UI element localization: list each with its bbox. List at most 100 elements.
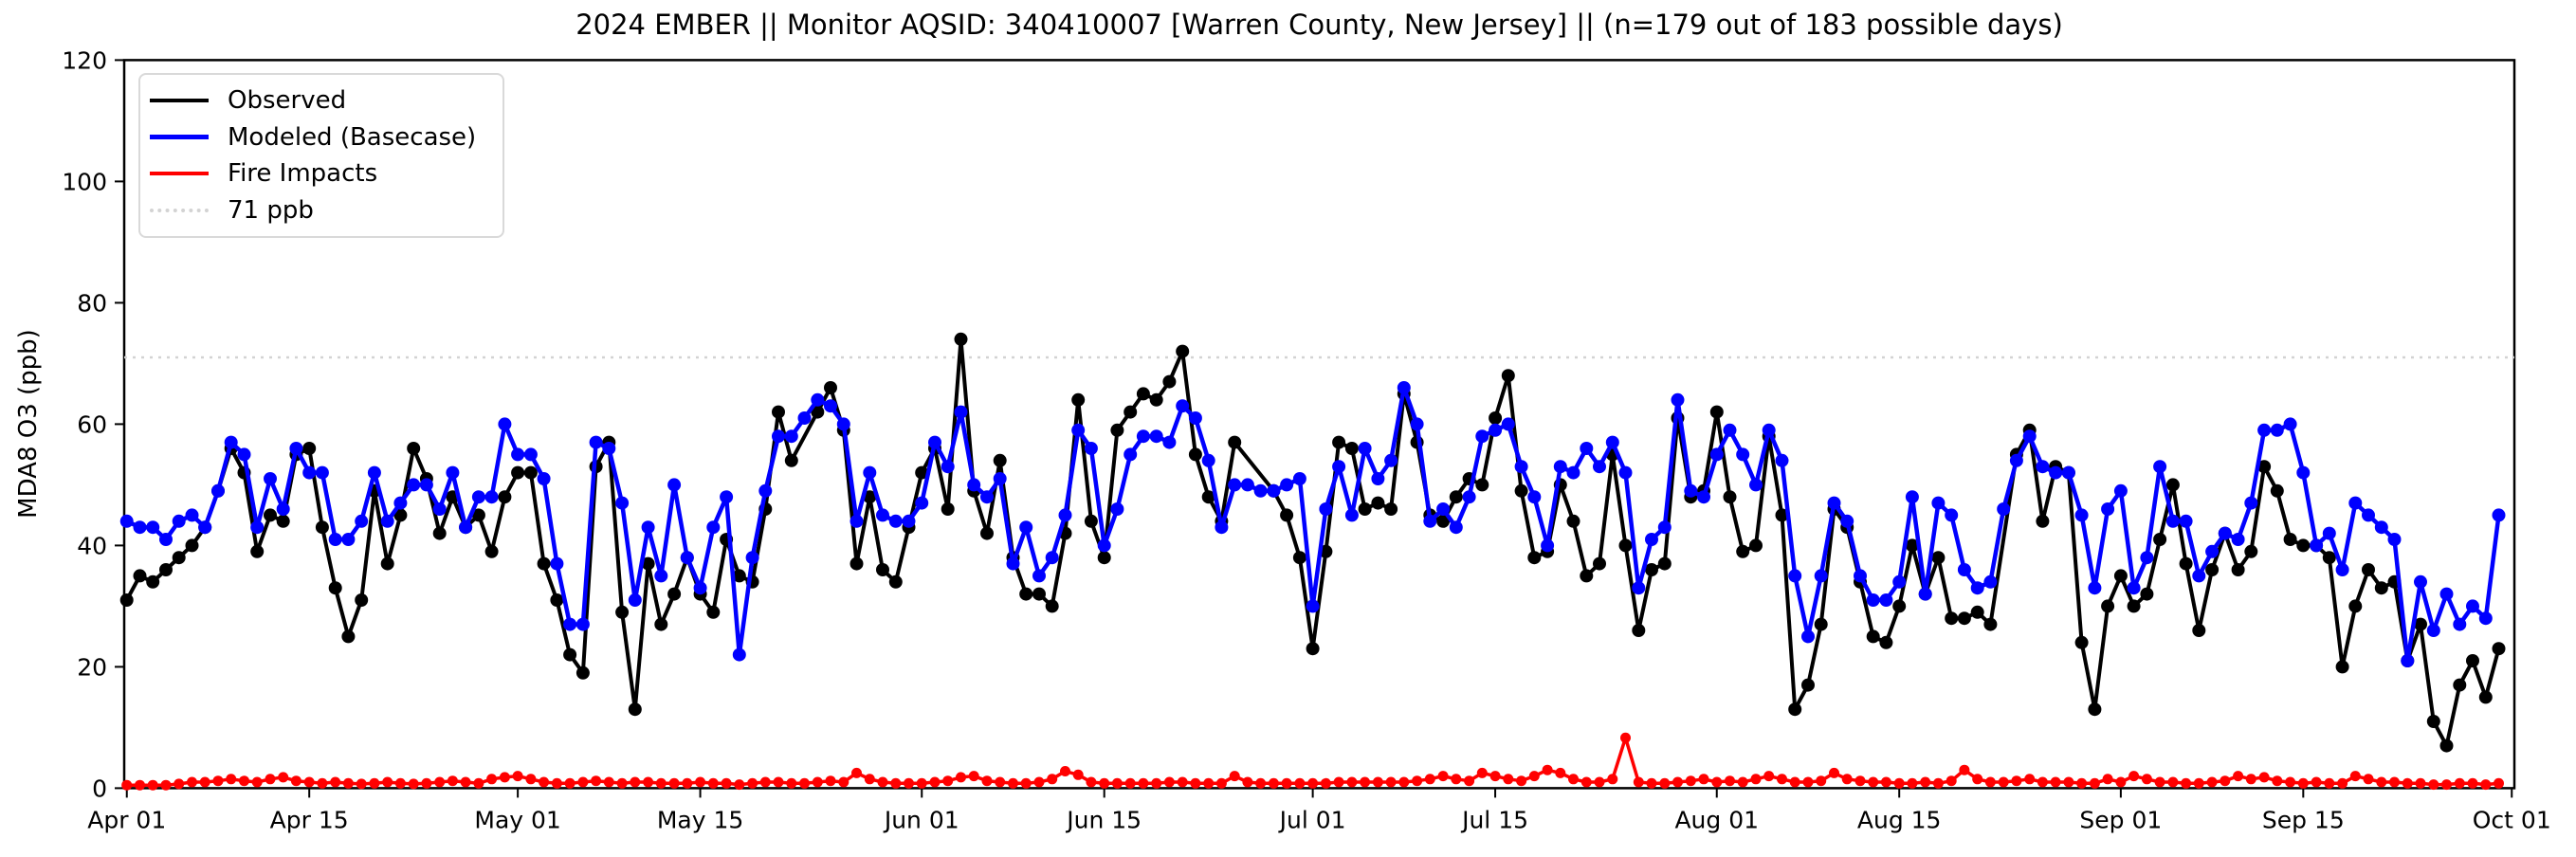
data-point-modeled-basecase [602, 442, 616, 455]
data-point-fire-impacts [1789, 776, 1800, 788]
data-point-fire-impacts [1294, 777, 1306, 789]
data-point-observed [250, 544, 265, 558]
data-point-fire-impacts [212, 775, 224, 787]
data-point-modeled-basecase [1593, 460, 1606, 474]
series-markers-modeled-basecase [119, 381, 2506, 667]
x-tick-label: Jul 01 [1278, 806, 1346, 833]
data-point-fire-impacts [278, 772, 289, 783]
data-point-fire-impacts [1242, 776, 1253, 788]
data-point-modeled-basecase [1840, 514, 1854, 528]
data-point-observed [133, 569, 147, 583]
data-point-modeled-basecase [1489, 423, 1503, 437]
data-point-modeled-basecase [1097, 538, 1111, 553]
data-point-observed [2439, 738, 2454, 753]
data-point-observed [2088, 702, 2102, 717]
data-point-observed [1514, 483, 1528, 498]
data-point-observed [1618, 538, 1633, 553]
data-point-fire-impacts [1620, 732, 1631, 743]
data-point-observed [2192, 624, 2206, 637]
data-point-modeled-basecase [1253, 483, 1268, 498]
legend-item-observed: Observed [150, 86, 502, 115]
data-point-fire-impacts [290, 775, 301, 787]
data-point-modeled-basecase [2009, 453, 2023, 467]
data-point-fire-impacts [265, 774, 276, 785]
data-point-modeled-basecase [1006, 556, 1020, 571]
data-point-fire-impacts [317, 777, 328, 789]
data-point-observed [2374, 581, 2388, 595]
data-point-modeled-basecase [2335, 563, 2349, 576]
data-point-modeled-basecase [1397, 381, 1411, 394]
data-point-modeled-basecase [1475, 429, 1489, 444]
data-point-modeled-basecase [1019, 520, 1033, 535]
data-point-fire-impacts [799, 777, 810, 789]
data-point-modeled-basecase [1566, 465, 1580, 480]
data-point-modeled-basecase [1267, 483, 1281, 498]
data-point-modeled-basecase [2049, 465, 2063, 480]
data-point-modeled-basecase [2296, 465, 2311, 480]
data-point-fire-impacts [1372, 776, 1383, 788]
data-point-observed [732, 569, 746, 583]
data-point-observed [1084, 514, 1098, 528]
data-point-modeled-basecase [264, 472, 277, 485]
data-point-modeled-basecase [2453, 617, 2467, 631]
data-point-modeled-basecase [797, 411, 812, 425]
legend-label-fire: Fire Impacts [228, 159, 378, 189]
data-point-observed [407, 442, 421, 455]
data-point-fire-impacts [1033, 776, 1045, 788]
y-tick-label: 80 [77, 289, 107, 317]
data-point-modeled-basecase [2127, 581, 2141, 595]
data-point-modeled-basecase [1788, 569, 1802, 583]
data-point-modeled-basecase [1632, 581, 1646, 595]
data-point-observed [2231, 563, 2245, 576]
data-point-fire-impacts [1229, 771, 1240, 782]
data-point-fire-impacts [968, 771, 979, 782]
data-point-modeled-basecase [824, 399, 837, 413]
data-point-modeled-basecase [589, 435, 603, 449]
data-point-observed [2283, 533, 2297, 546]
data-point-observed [302, 442, 317, 455]
data-point-modeled-basecase [1645, 533, 1658, 546]
data-point-observed [784, 453, 798, 467]
data-point-fire-impacts [1398, 776, 1410, 788]
data-point-observed [2165, 478, 2180, 492]
fire-line-sample-icon [150, 172, 209, 176]
data-point-modeled-basecase [980, 490, 994, 504]
data-point-fire-impacts [1920, 776, 1931, 788]
data-point-fire-impacts [2376, 776, 2387, 788]
data-point-fire-impacts [1163, 776, 1175, 788]
data-point-fire-impacts [551, 777, 562, 789]
data-point-fire-impacts [1841, 774, 1853, 785]
x-tick-label: Oct 01 [2473, 806, 2551, 833]
data-point-observed [1709, 405, 1724, 419]
data-point-observed [850, 556, 864, 571]
data-point-modeled-basecase [575, 617, 590, 631]
data-point-modeled-basecase [1410, 417, 1424, 431]
data-point-modeled-basecase [1736, 447, 1750, 462]
data-point-observed [888, 574, 903, 589]
data-point-fire-impacts [2363, 774, 2374, 785]
data-point-fire-impacts [838, 776, 850, 788]
data-point-observed [159, 563, 173, 576]
data-point-fire-impacts [2076, 777, 2088, 789]
data-point-modeled-basecase [2113, 483, 2128, 498]
data-point-modeled-basecase [380, 514, 394, 528]
data-point-modeled-basecase [2387, 533, 2402, 546]
legend-label-modeled: Modeled (Basecase) [228, 122, 477, 152]
data-point-fire-impacts [591, 775, 602, 787]
data-point-observed [1032, 587, 1046, 601]
data-point-fire-impacts [1777, 774, 1787, 785]
data-point-fire-impacts [2272, 775, 2283, 787]
data-point-observed [1176, 344, 1190, 358]
data-point-fire-impacts [707, 777, 719, 789]
data-point-fire-impacts [1385, 776, 1397, 788]
legend-item-fire: Fire Impacts [150, 159, 502, 188]
data-point-fire-impacts [2285, 776, 2296, 788]
data-point-modeled-basecase [1423, 514, 1437, 528]
data-point-fire-impacts [1893, 777, 1905, 789]
data-point-observed [1749, 538, 1763, 553]
data-point-modeled-basecase [1188, 411, 1202, 425]
data-point-modeled-basecase [302, 465, 317, 480]
data-point-fire-impacts [981, 775, 993, 787]
data-point-fire-impacts [2428, 779, 2439, 791]
data-point-modeled-basecase [1970, 581, 1984, 595]
